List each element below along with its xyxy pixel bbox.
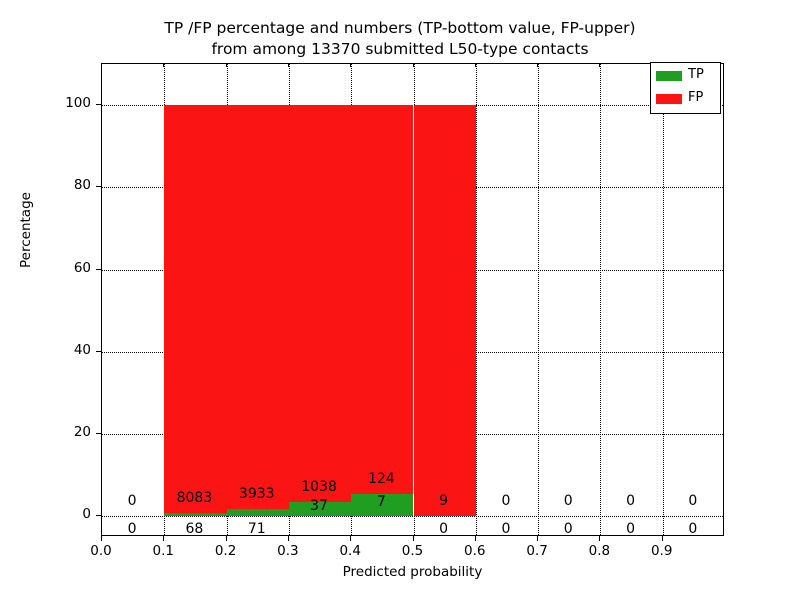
x-tick-mark-top	[474, 63, 476, 67]
plot-area	[101, 63, 724, 536]
x-tick-mark-top	[599, 63, 601, 67]
y-axis-label: Percentage	[18, 192, 34, 268]
x-tick-mark	[474, 536, 476, 541]
y-tick-mark	[96, 186, 101, 188]
x-tick-mark-top	[287, 63, 289, 67]
bar-segment-tp	[351, 494, 414, 517]
bar-value-label-fp: 0	[563, 493, 573, 510]
x-tick-mark-top	[101, 63, 102, 67]
plot-inner	[102, 64, 723, 535]
x-tick-label: 0.6	[464, 543, 486, 559]
legend-swatch-fp	[656, 94, 682, 104]
x-tick-mark-top	[537, 63, 539, 67]
bar-value-label-tp: 0	[439, 521, 449, 538]
bar-value-label-tp: 0	[127, 521, 137, 538]
x-axis-label: Predicted probability	[342, 564, 483, 580]
x-tick-mark	[350, 536, 352, 541]
bar-value-label-fp: 0	[127, 493, 137, 510]
bar-segment-fp	[351, 105, 414, 495]
y-tick-mark	[96, 350, 101, 352]
x-tick-mark	[599, 536, 601, 541]
gridline-horizontal	[102, 516, 723, 518]
y-tick-label: 40	[73, 341, 91, 358]
bar-value-label-tp: 71	[247, 521, 266, 538]
x-tick-mark	[101, 536, 102, 541]
bar-value-label-fp: 124	[367, 471, 395, 488]
bar-value-label-fp: 0	[626, 493, 635, 510]
bar-segment-fp	[164, 105, 227, 513]
x-tick-label: 0.4	[339, 543, 361, 559]
y-tick-label: 0	[82, 506, 91, 523]
x-tick-mark	[412, 536, 414, 541]
gridline-vertical	[600, 64, 602, 535]
y-tick-mark	[96, 433, 101, 435]
bar-value-label-fp: 0	[501, 493, 511, 510]
y-tick-label: 80	[73, 177, 91, 194]
bar-segment-tp	[164, 513, 227, 517]
bar-value-label-tp: 0	[563, 521, 573, 538]
x-tick-label: 0.2	[214, 543, 237, 559]
chart-title: TP /FP percentage and numbers (TP-bottom…	[164, 19, 636, 58]
gridline-vertical	[662, 64, 664, 535]
x-tick-label: 0.1	[152, 543, 175, 559]
bar-value-label-tp: 0	[626, 521, 635, 538]
bar-segment-tp	[288, 502, 352, 517]
bar-segment-fp	[226, 105, 289, 510]
bar-value-label-tp: 68	[185, 521, 204, 538]
x-tick-mark	[287, 536, 289, 541]
y-tick-mark	[96, 515, 101, 517]
y-tick-label: 60	[73, 259, 91, 276]
bar-segment-tp	[226, 509, 289, 517]
y-tick-label: 20	[73, 424, 91, 441]
x-tick-mark-top	[163, 63, 165, 67]
bar-value-label-fp: 1038	[301, 479, 337, 496]
x-tick-mark	[225, 536, 227, 541]
legend-label: TP	[688, 67, 704, 82]
x-tick-mark-top	[225, 63, 227, 67]
bar-value-label-tp: 0	[688, 521, 698, 538]
bar-value-label-tp-inset: 37	[310, 498, 328, 515]
x-tick-mark	[661, 536, 663, 541]
bar-value-label-fp: 8083	[176, 490, 213, 507]
y-tick-mark	[96, 268, 101, 270]
bar-segment-fp	[413, 105, 476, 517]
bar-value-label-fp: 9	[439, 493, 449, 510]
x-tick-label: 0.0	[90, 543, 112, 559]
legend-swatch-tp	[656, 71, 682, 81]
gridline-vertical	[538, 64, 540, 535]
x-tick-mark-top	[412, 63, 414, 67]
x-tick-label: 0.3	[277, 543, 299, 559]
legend-label: FP	[688, 90, 704, 105]
legend-item: TP	[656, 66, 718, 86]
x-tick-mark	[163, 536, 165, 541]
x-tick-mark-top	[350, 63, 352, 67]
x-tick-mark	[537, 536, 539, 541]
legend-item: FP	[656, 89, 718, 109]
x-tick-label: 0.8	[588, 543, 611, 559]
x-tick-label: 0.5	[401, 543, 424, 559]
gridline-vertical	[475, 64, 477, 535]
y-tick-mark	[96, 104, 101, 106]
bar-value-label-tp: 0	[501, 521, 511, 538]
bar-value-label-tp-inset: 7	[376, 494, 386, 511]
bar-value-label-fp: 0	[688, 493, 698, 510]
x-tick-label: 0.7	[526, 543, 548, 559]
chart-legend: TP FP	[650, 62, 721, 114]
bar-segment-fp	[288, 105, 352, 503]
x-tick-label: 0.9	[650, 543, 673, 559]
y-tick-label: 100	[65, 95, 91, 112]
bar-value-label-fp: 3933	[238, 486, 275, 503]
